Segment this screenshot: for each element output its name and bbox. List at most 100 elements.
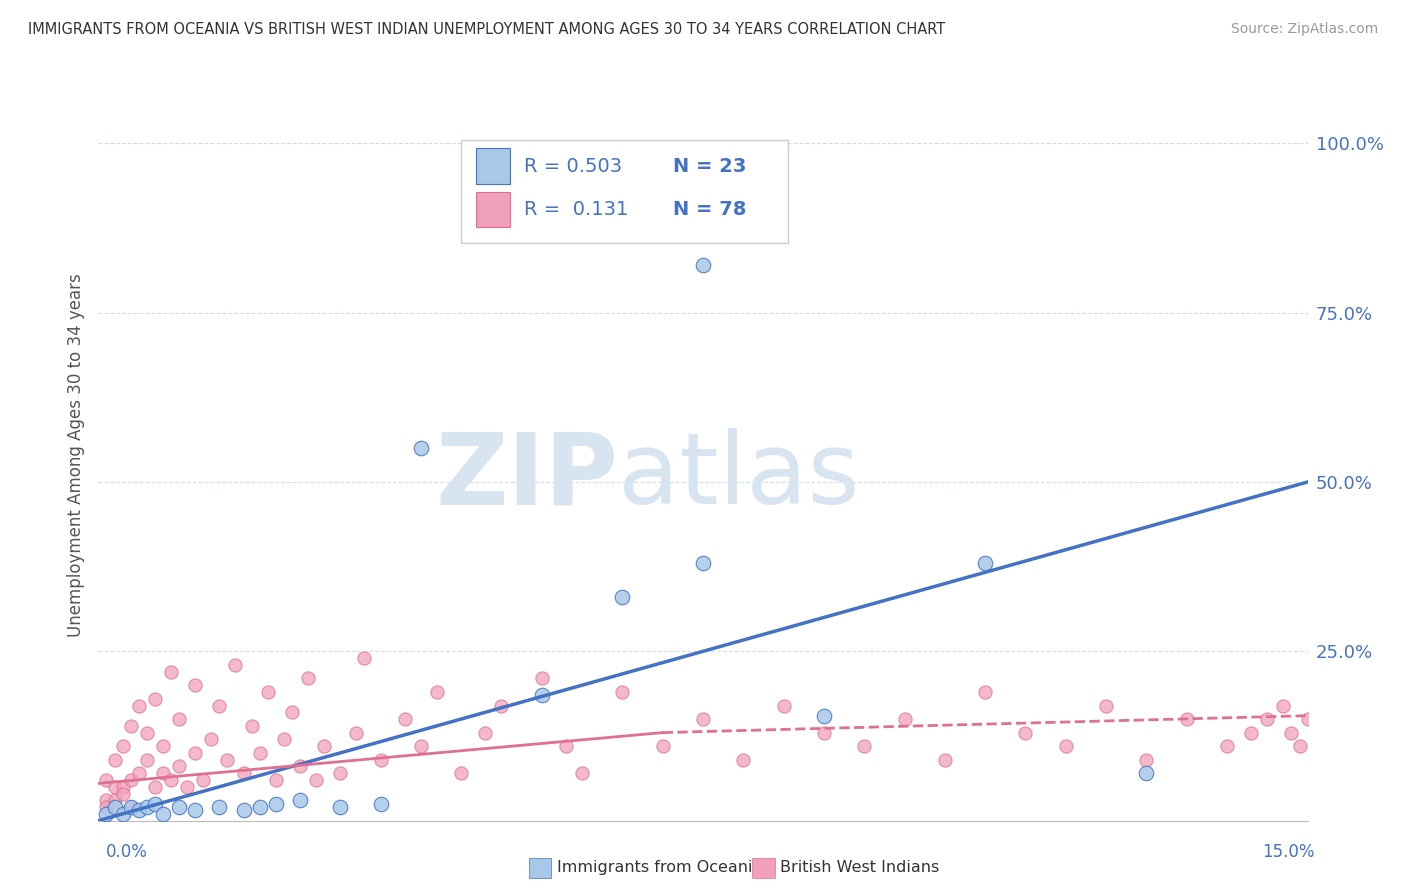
Point: [1135, 766, 1157, 780]
Point: [120, 800, 142, 814]
Point: [893, 712, 915, 726]
Point: [1054, 739, 1077, 753]
Point: [1135, 753, 1157, 767]
Point: [256, 685, 278, 699]
Text: N = 78: N = 78: [672, 201, 747, 219]
Point: [772, 698, 794, 713]
Point: [96, 772, 118, 787]
Point: [1216, 739, 1239, 753]
Point: [176, 780, 198, 794]
Point: [474, 725, 496, 739]
Point: [111, 787, 134, 801]
Point: [120, 719, 142, 733]
Point: [555, 739, 578, 753]
Text: 0.0%: 0.0%: [105, 843, 148, 861]
Point: [394, 712, 416, 726]
Bar: [475, 148, 509, 184]
Point: [1272, 698, 1295, 713]
Y-axis label: Unemployment Among Ages 30 to 34 years: Unemployment Among Ages 30 to 34 years: [66, 273, 84, 637]
Point: [96, 800, 118, 814]
Point: [281, 706, 304, 720]
Point: [934, 753, 956, 767]
Point: [167, 800, 190, 814]
Bar: [475, 193, 509, 227]
Point: [264, 797, 287, 811]
Point: [232, 804, 254, 818]
Point: [813, 708, 835, 723]
Point: [329, 766, 352, 780]
Point: [1281, 725, 1303, 739]
Point: [692, 712, 714, 726]
Point: [184, 804, 207, 818]
Point: [249, 800, 271, 814]
Text: 15.0%: 15.0%: [1263, 843, 1315, 861]
Point: [167, 712, 190, 726]
Point: [733, 753, 755, 767]
Point: [612, 590, 634, 604]
Point: [96, 806, 118, 821]
Point: [152, 739, 174, 753]
Point: [853, 739, 876, 753]
Point: [1288, 739, 1310, 753]
Point: [571, 766, 593, 780]
Text: Source: ZipAtlas.com: Source: ZipAtlas.com: [1230, 22, 1378, 37]
Point: [1095, 698, 1118, 713]
Point: [143, 780, 166, 794]
Point: [184, 678, 207, 692]
Point: [111, 806, 134, 821]
Point: [128, 698, 150, 713]
Point: [160, 772, 183, 787]
Point: [651, 739, 673, 753]
Point: [143, 797, 166, 811]
Point: [1175, 712, 1198, 726]
Point: [111, 780, 134, 794]
Text: Immigrants from Oceania: Immigrants from Oceania: [557, 860, 762, 874]
Point: [193, 772, 215, 787]
Point: [103, 753, 125, 767]
Point: [409, 441, 432, 455]
Point: [103, 793, 125, 807]
Point: [297, 672, 319, 686]
Point: [1240, 725, 1263, 739]
Point: [370, 753, 392, 767]
Point: [135, 800, 157, 814]
Text: British West Indians: British West Indians: [780, 860, 939, 874]
Point: [612, 685, 634, 699]
Point: [813, 725, 835, 739]
Point: [103, 780, 125, 794]
Text: ZIP: ZIP: [436, 428, 619, 525]
Point: [974, 685, 997, 699]
Point: [135, 725, 157, 739]
Point: [128, 804, 150, 818]
Point: [111, 739, 134, 753]
FancyBboxPatch shape: [461, 140, 787, 243]
Point: [692, 556, 714, 570]
Point: [344, 725, 367, 739]
Point: [160, 665, 183, 679]
Point: [152, 806, 174, 821]
Point: [96, 793, 118, 807]
Point: [974, 556, 997, 570]
Point: [1256, 712, 1278, 726]
Point: [530, 689, 553, 703]
Text: R =  0.131: R = 0.131: [524, 201, 628, 219]
Point: [240, 719, 263, 733]
Point: [184, 746, 207, 760]
Point: [409, 739, 432, 753]
Point: [232, 766, 254, 780]
Point: [329, 800, 352, 814]
Point: [135, 753, 157, 767]
Point: [530, 672, 553, 686]
Point: [249, 746, 271, 760]
Point: [128, 766, 150, 780]
Point: [152, 766, 174, 780]
Point: [143, 691, 166, 706]
Point: [208, 800, 231, 814]
Point: [167, 759, 190, 773]
Point: [491, 698, 513, 713]
Point: [103, 800, 125, 814]
Point: [692, 258, 714, 272]
Point: [224, 657, 246, 672]
Point: [353, 651, 375, 665]
Text: R = 0.503: R = 0.503: [524, 156, 623, 176]
